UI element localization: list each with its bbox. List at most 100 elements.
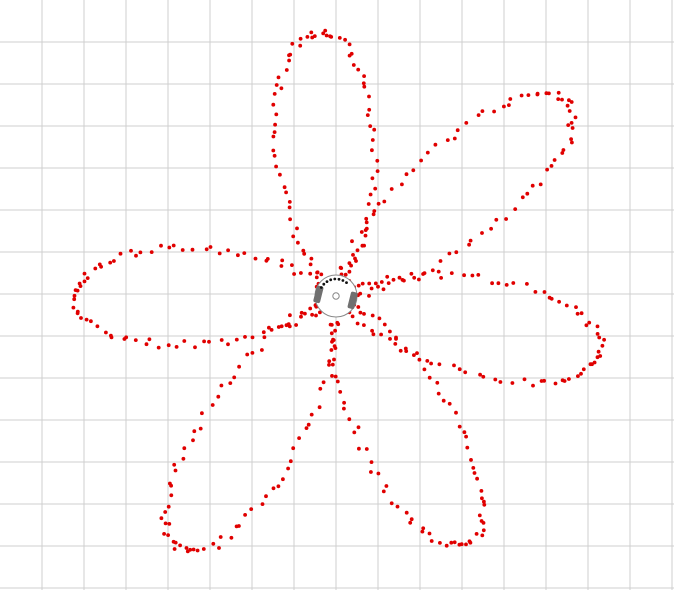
trail-dot (242, 251, 246, 255)
trail-dot (545, 91, 549, 95)
trail-dot (371, 176, 375, 180)
trail-dot (306, 35, 310, 39)
trail-dot (372, 209, 376, 213)
trail-dot (453, 540, 457, 544)
trail-dot (438, 362, 442, 366)
robot-center-marker (333, 293, 339, 299)
trail-dot (364, 228, 368, 232)
trail-dot (290, 263, 294, 267)
trail-dot (72, 297, 76, 301)
trail-dot (550, 164, 554, 168)
trail-dot (376, 285, 380, 289)
trail-dot (330, 348, 334, 352)
trail-dot (328, 34, 332, 38)
trail-dot (157, 346, 161, 350)
trail-dot (205, 247, 209, 251)
trail-dot (460, 542, 464, 546)
trail-dot (370, 287, 374, 291)
trail-dot (160, 516, 164, 520)
trail-dot (331, 338, 335, 342)
trail-dot (469, 541, 473, 545)
trail-dot (481, 375, 485, 379)
trail-dot (505, 283, 509, 287)
trail-dot (200, 411, 204, 415)
trail-dot (235, 338, 239, 342)
trail-dot (504, 217, 508, 221)
trail-dot (319, 273, 323, 277)
trail-dot (178, 544, 182, 548)
trail-dot (370, 329, 374, 333)
trail-dot (439, 276, 443, 280)
trail-dot (245, 353, 249, 357)
trail-dot (364, 234, 368, 238)
trail-dot (369, 193, 373, 197)
trail-dot (356, 248, 360, 252)
trail-dot (285, 323, 289, 327)
trail-dot (548, 296, 552, 300)
trail-dot (376, 169, 380, 173)
trail-dot (367, 282, 371, 286)
trail-dot (494, 218, 498, 222)
trail-dot (502, 105, 506, 109)
trail-dot (192, 548, 196, 552)
trail-dot (219, 535, 223, 539)
trail-dot (300, 311, 304, 315)
trail-dot (159, 244, 163, 248)
trail-dot (218, 252, 222, 256)
trail-dot (425, 359, 429, 363)
trail-dot (462, 273, 466, 277)
trail-dot (452, 364, 456, 368)
trail-dot (78, 282, 82, 286)
trail-dot (191, 248, 195, 252)
trail-dot (254, 257, 258, 261)
trail-dot (523, 377, 527, 381)
trail-dot (481, 109, 485, 113)
trail-dot (507, 103, 511, 107)
trail-dot (582, 367, 586, 371)
trail-dot (405, 511, 409, 515)
trail-dot (310, 257, 314, 261)
trail-dot (237, 524, 241, 528)
trail-dot (236, 253, 240, 257)
trail-dot (352, 431, 356, 435)
trail-dot (369, 470, 373, 474)
trail-dot (464, 121, 468, 125)
trail-dot (163, 510, 167, 514)
trail-dot (321, 32, 325, 36)
trail-dot (449, 541, 453, 545)
robot-sensor (345, 281, 348, 284)
trail-dot (585, 323, 589, 327)
trail-dot (79, 316, 83, 320)
trail-dot (273, 154, 277, 158)
trail-dot (437, 392, 441, 396)
trail-dot (350, 239, 354, 243)
trail-dot (196, 549, 200, 553)
trail-dot (119, 252, 123, 256)
trail-dot (264, 494, 268, 498)
trail-dot (134, 254, 138, 258)
trail-dot (570, 121, 574, 125)
trail-dot (288, 206, 292, 210)
trail-dot (405, 172, 409, 176)
trail-dot (580, 311, 584, 315)
trail-dot (473, 471, 477, 475)
trail-dot (458, 425, 462, 429)
trail-dot (368, 124, 372, 128)
trail-dot (456, 128, 460, 132)
trail-dot (379, 333, 383, 337)
trail-dot (318, 405, 322, 409)
trail-dot (513, 207, 517, 211)
trail-dot (172, 244, 176, 248)
trail-dot (175, 345, 179, 349)
trail-dot (359, 311, 363, 315)
trail-dot (288, 313, 292, 317)
trail-dot (411, 168, 415, 172)
trail-dot (295, 227, 299, 231)
trail-dot (93, 267, 97, 271)
trail-dot (315, 271, 319, 275)
trail-dot (382, 490, 386, 494)
trail-dot (351, 253, 355, 257)
trail-dot (388, 337, 392, 341)
